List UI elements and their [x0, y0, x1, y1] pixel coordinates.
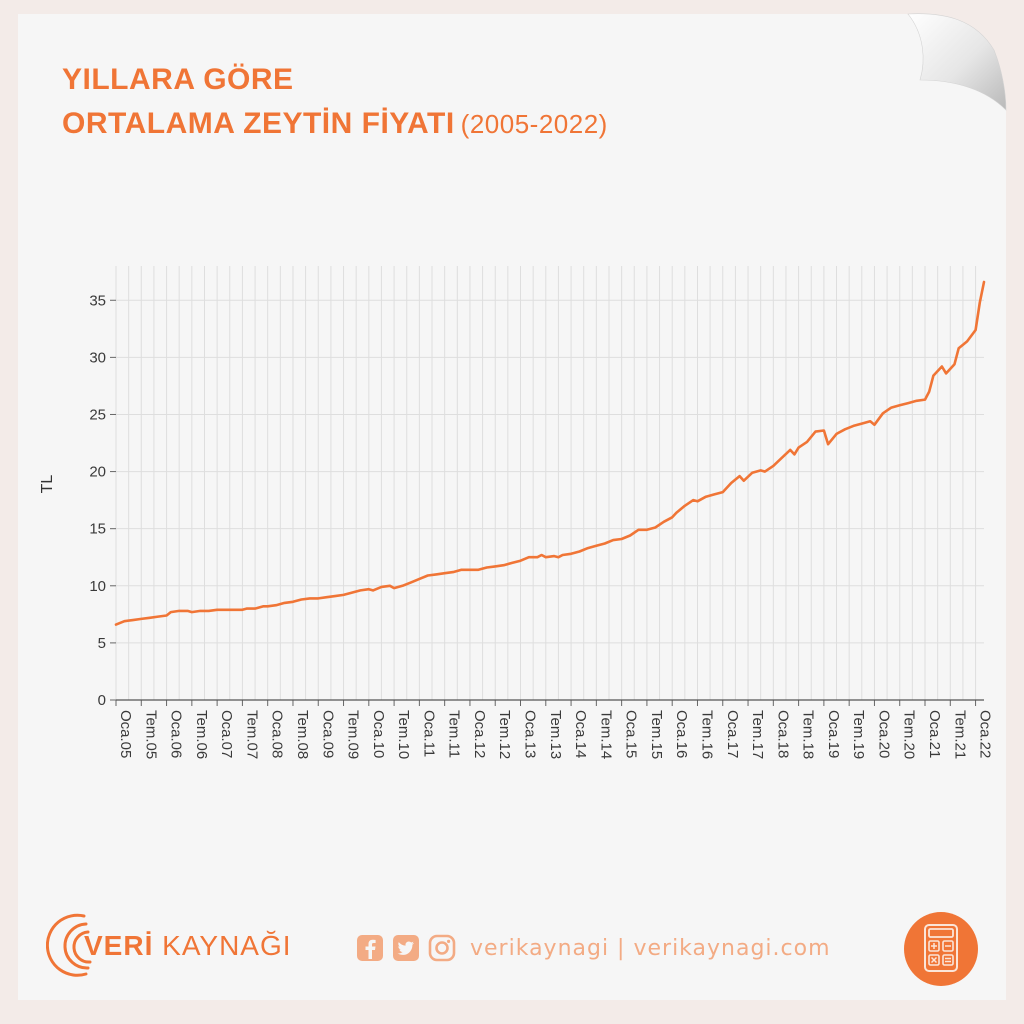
x-tick-label: Oca.14	[572, 710, 589, 758]
x-tick-label: Tem.16	[698, 710, 715, 759]
series-line	[114, 280, 986, 626]
x-tick-label: Oca.09	[319, 710, 336, 758]
x-tick-label: Tem.20	[901, 710, 918, 759]
y-tick-label: 25	[89, 406, 106, 423]
y-tick-labels: 0 5 10 15 20 25 30 35	[89, 292, 106, 709]
x-tick-label: Tem.10	[395, 710, 412, 759]
x-tick-label: Oca.06	[168, 710, 185, 758]
x-tick-label: Tem.09	[345, 710, 362, 759]
brand-name: VERİ KAYNAĞI	[84, 930, 292, 962]
facebook-icon[interactable]	[356, 934, 384, 962]
paper-sheet	[18, 14, 1006, 1000]
y-axis-label: TL	[39, 475, 56, 494]
chart-grid	[115, 266, 984, 700]
page-curl	[907, 13, 1007, 111]
x-tick-label: Oca.19	[825, 710, 842, 758]
title-years: (2005-2022)	[460, 109, 608, 139]
x-tick-label: Oca.08	[269, 710, 286, 758]
x-tick-label: Oca.18	[774, 710, 791, 758]
x-tick-label: Oca.16	[673, 710, 690, 758]
x-tick-label: Oca.07	[218, 710, 235, 758]
series-layer	[114, 280, 986, 626]
social-links: verikaynagi | verikaynagi.com	[356, 931, 831, 965]
y-tick-label: 10	[89, 578, 106, 595]
x-tick-label: Oca.11	[420, 710, 437, 757]
y-tick-label: 35	[89, 292, 106, 309]
calculator-icon	[904, 912, 978, 986]
x-tick-label: Tem.17	[749, 710, 766, 759]
x-tick-label: Tem.12	[496, 710, 513, 759]
x-tick-label: Tem.11	[446, 710, 463, 758]
y-tick-label: 5	[98, 635, 106, 652]
chart-title: YILLARA GÖRE ORTALAMA ZEYTİN FİYATI (2005…	[62, 58, 608, 146]
x-tick-label: Tem.15	[648, 710, 665, 759]
veri-kaynagi-logo-icon	[46, 913, 92, 977]
x-tick-label: Oca.15	[623, 710, 640, 758]
y-tick-label: 20	[89, 464, 106, 481]
brand-strong: VERİ	[84, 930, 154, 961]
x-tick-label: Oca.13	[522, 710, 539, 758]
x-tick-label: Tem.18	[800, 710, 817, 759]
x-tick-label: Oca.22	[977, 710, 994, 758]
x-tick-label: Oca.05	[117, 710, 134, 758]
x-tick-label: Tem.08	[294, 710, 311, 759]
title-line-1: YILLARA GÖRE	[62, 63, 294, 96]
twitter-icon[interactable]	[392, 934, 420, 962]
x-tick-label: Tem.21	[951, 710, 968, 759]
x-tick-label: Tem.14	[597, 710, 614, 759]
title-line-2: ORTALAMA ZEYTİN FİYATI	[62, 107, 455, 140]
x-tick-label: Oca.10	[370, 710, 387, 758]
x-tick-label: Oca.12	[471, 710, 488, 758]
x-tick-label: Tem.05	[142, 710, 159, 759]
brand-light: KAYNAĞI	[162, 930, 292, 961]
x-tick-label: Tem.06	[193, 710, 210, 759]
y-tick-label: 30	[89, 349, 106, 366]
x-tick-labels: Oca.05 Tem.05 Oca.06 Tem.06 Oca.07 Tem.07 Oca.…	[117, 710, 994, 759]
x-tick-label: Oca.17	[724, 710, 741, 758]
x-tick-label: Tem.19	[850, 710, 867, 759]
social-handle-text: verikaynagi | verikaynagi.com	[470, 935, 831, 961]
x-tick-label: Tem.13	[547, 710, 564, 759]
y-tick-label: 0	[98, 692, 106, 709]
x-tick-label: Oca.20	[875, 710, 892, 758]
y-tick-label: 15	[89, 521, 106, 538]
instagram-icon[interactable]	[428, 934, 456, 962]
chart-axes	[110, 299, 984, 706]
x-tick-label: Oca.21	[926, 710, 943, 758]
x-tick-label: Tem.07	[243, 710, 260, 759]
